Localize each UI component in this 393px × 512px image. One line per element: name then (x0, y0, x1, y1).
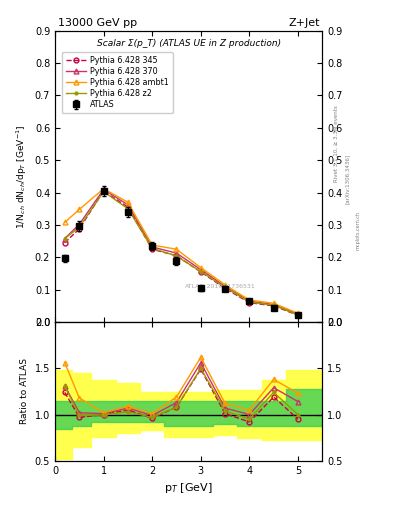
Pythia 6.428 z2 (150, 245, 154, 251)
Pythia 6.428 ambt1 (223, 282, 228, 288)
Pythia 6.428 z2 (198, 268, 203, 274)
Pythia 6.428 ambt1 (271, 300, 276, 306)
Pythia 6.428 370 (198, 267, 203, 273)
Pythia 6.428 345 (77, 226, 82, 232)
Pythia 6.428 z2 (77, 224, 82, 230)
Pythia 6.428 ambt1 (125, 199, 130, 205)
Pythia 6.428 345 (101, 188, 106, 194)
Pythia 6.428 ambt1 (77, 206, 82, 212)
Pythia 6.428 z2 (62, 236, 67, 242)
Pythia 6.428 370 (296, 311, 300, 317)
Pythia 6.428 370 (150, 244, 154, 250)
Pythia 6.428 345 (223, 285, 228, 291)
Legend: Pythia 6.428 345, Pythia 6.428 370, Pythia 6.428 ambt1, Pythia 6.428 z2, ATLAS: Pythia 6.428 345, Pythia 6.428 370, Pyth… (62, 52, 173, 113)
Pythia 6.428 370 (101, 186, 106, 193)
Pythia 6.428 345 (150, 246, 154, 252)
X-axis label: p$_T$ [GeV]: p$_T$ [GeV] (164, 481, 213, 495)
Text: Rivet 3.1.10, ≥ 3.3M events: Rivet 3.1.10, ≥ 3.3M events (334, 105, 338, 182)
Pythia 6.428 ambt1 (247, 297, 252, 303)
Text: ATLAS_2019_I1736531: ATLAS_2019_I1736531 (185, 283, 256, 289)
Pythia 6.428 z2 (174, 253, 179, 259)
Pythia 6.428 ambt1 (62, 219, 67, 225)
Pythia 6.428 ambt1 (296, 310, 300, 316)
Pythia 6.428 370 (223, 283, 228, 289)
Pythia 6.428 ambt1 (198, 265, 203, 271)
Pythia 6.428 z2 (296, 312, 300, 318)
Pythia 6.428 370 (125, 202, 130, 208)
Pythia 6.428 z2 (271, 302, 276, 308)
Pythia 6.428 370 (77, 221, 82, 227)
Pythia 6.428 345 (247, 300, 252, 306)
Pythia 6.428 z2 (101, 188, 106, 195)
Pythia 6.428 ambt1 (150, 242, 154, 248)
Pythia 6.428 345 (271, 303, 276, 309)
Pythia 6.428 ambt1 (101, 186, 106, 192)
Line: Pythia 6.428 ambt1: Pythia 6.428 ambt1 (62, 186, 300, 316)
Pythia 6.428 ambt1 (174, 246, 179, 252)
Line: Pythia 6.428 370: Pythia 6.428 370 (62, 187, 300, 316)
Text: Z+Jet: Z+Jet (288, 18, 320, 28)
Pythia 6.428 370 (62, 236, 67, 242)
Pythia 6.428 345 (296, 312, 300, 318)
Pythia 6.428 370 (247, 298, 252, 304)
Y-axis label: Ratio to ATLAS: Ratio to ATLAS (20, 358, 29, 424)
Pythia 6.428 370 (174, 250, 179, 256)
Pythia 6.428 z2 (125, 206, 130, 212)
Pythia 6.428 z2 (223, 284, 228, 290)
Pythia 6.428 345 (125, 204, 130, 210)
Line: Pythia 6.428 z2: Pythia 6.428 z2 (62, 189, 301, 318)
Pythia 6.428 345 (174, 252, 179, 259)
Line: Pythia 6.428 345: Pythia 6.428 345 (62, 188, 300, 318)
Text: Scalar Σ(p_T) (ATLAS UE in Z production): Scalar Σ(p_T) (ATLAS UE in Z production) (97, 39, 281, 49)
Pythia 6.428 345 (198, 269, 203, 275)
Pythia 6.428 370 (271, 302, 276, 308)
Text: 13000 GeV pp: 13000 GeV pp (58, 18, 137, 28)
Pythia 6.428 345 (62, 240, 67, 246)
Pythia 6.428 z2 (247, 299, 252, 305)
Text: [arXiv:1306.3436]: [arXiv:1306.3436] (345, 154, 350, 204)
Text: mcplots.cern.ch: mcplots.cern.ch (355, 211, 360, 250)
Y-axis label: 1/N$_{ch}$ dN$_{ch}$/dp$_T$ [GeV$^{-1}$]: 1/N$_{ch}$ dN$_{ch}$/dp$_T$ [GeV$^{-1}$] (15, 124, 29, 228)
